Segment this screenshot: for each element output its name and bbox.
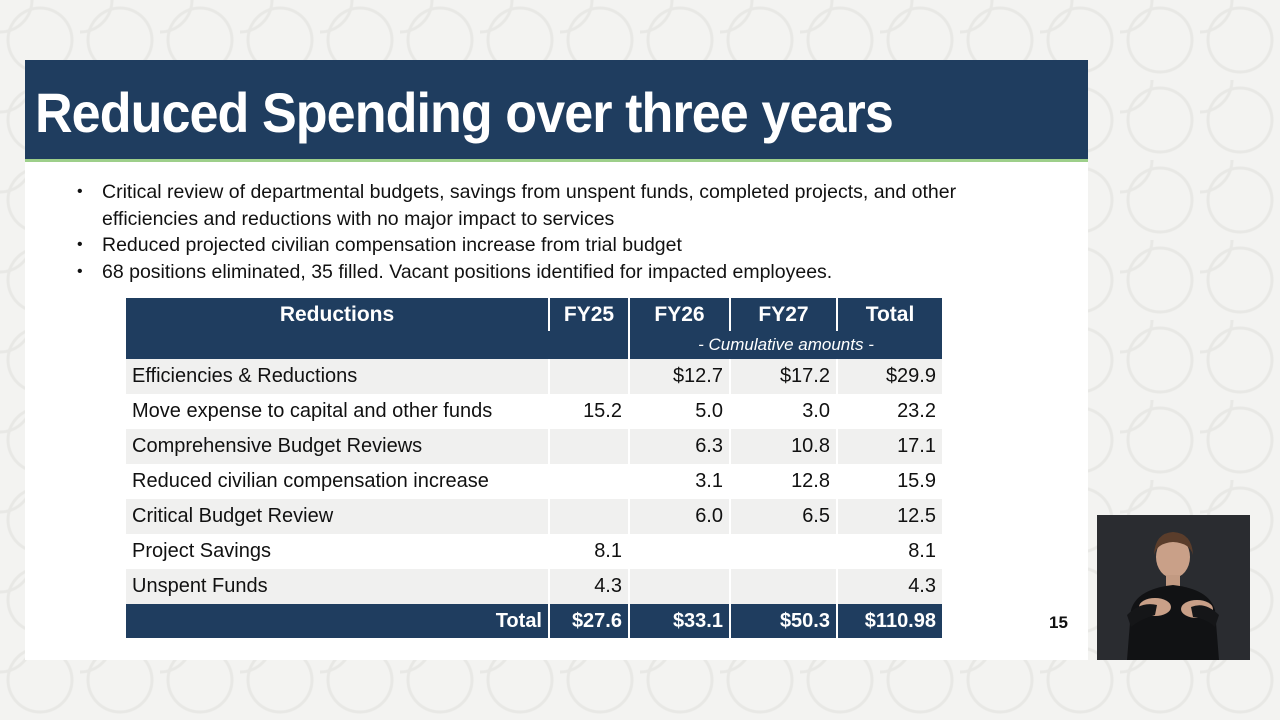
cell-fy25: 4.3 [550,569,628,604]
bullet-list: • Critical review of departmental budgets… [77,179,1037,285]
table-subheader-row: - Cumulative amounts - [126,331,942,359]
cell-fy26: 5.0 [630,394,729,429]
header-fy25: FY25 [550,298,628,331]
bullet-dot: • [77,236,83,253]
cell-total: $29.9 [838,359,942,394]
cell-fy26 [630,534,729,569]
cell-fy25 [550,499,628,534]
cumulative-note: - Cumulative amounts - [630,331,942,359]
cell-total: 23.2 [838,394,942,429]
bullet-text: Reduced projected civilian compensation … [102,234,682,256]
bullet-item: • 68 positions eliminated, 35 filled. Vac… [77,259,1037,286]
bullet-dot: • [77,262,83,280]
sign-language-interpreter-icon [1097,515,1250,660]
subheader-spacer [126,331,628,359]
cell-fy26 [630,569,729,604]
slide-title: Reduced Spending over three years [35,81,894,144]
cell-fy26: 6.0 [630,499,729,534]
bullet-item: • Critical review of departmental budgets… [77,179,1037,232]
table-row: Comprehensive Budget Reviews 6.3 10.8 17… [126,429,942,464]
cell-fy27: $17.2 [731,359,836,394]
cell-fy27: 3.0 [731,394,836,429]
cell-total: 4.3 [838,569,942,604]
bullet-text: 68 positions eliminated, 35 filled. Vaca… [102,260,833,283]
table-row: Move expense to capital and other funds … [126,394,942,429]
cell-fy26: 6.3 [630,429,729,464]
row-label: Move expense to capital and other funds [126,394,548,429]
total-fy27: $50.3 [731,604,836,638]
bullet-text: Critical review of departmental budgets,… [102,181,957,230]
bullet-item: • Reduced projected civilian compensation… [77,232,1037,259]
cell-fy27 [731,569,836,604]
row-label: Efficiencies & Reductions [126,359,548,394]
header-fy27: FY27 [731,298,836,331]
table-row: Reduced civilian compensation increase 3… [126,464,942,499]
cell-fy27: 10.8 [731,429,836,464]
table-row: Project Savings 8.1 8.1 [126,534,942,569]
cell-fy25 [550,429,628,464]
cell-fy27: 6.5 [731,499,836,534]
row-label: Critical Budget Review [126,499,548,534]
table-row: Efficiencies & Reductions $12.7 $17.2 $2… [126,359,942,394]
cell-fy25: 8.1 [550,534,628,569]
table-row: Critical Budget Review 6.0 6.5 12.5 [126,499,942,534]
cell-total: 8.1 [838,534,942,569]
header-fy26: FY26 [630,298,729,331]
total-fy26: $33.1 [630,604,729,638]
cell-total: 15.9 [838,464,942,499]
slide: Reduced Spending over three years • Criti… [25,60,1088,660]
total-label: Total [126,604,548,638]
table-total-row: Total $27.6 $33.1 $50.3 $110.98 [126,604,942,638]
cell-fy27: 12.8 [731,464,836,499]
table-header-row: Reductions FY25 FY26 FY27 Total [126,298,942,331]
reductions-table: Reductions FY25 FY26 FY27 Total - Cumula… [124,298,944,638]
row-label: Project Savings [126,534,548,569]
page-number: 15 [1049,613,1068,632]
row-label: Unspent Funds [126,569,548,604]
cell-total: 12.5 [838,499,942,534]
cell-fy25 [550,464,628,499]
header-reductions: Reductions [126,298,548,331]
cell-fy25 [550,359,628,394]
cell-fy27 [731,534,836,569]
total-grand: $110.98 [838,604,942,638]
total-fy25: $27.6 [550,604,628,638]
cell-total: 17.1 [838,429,942,464]
cell-fy26: $12.7 [630,359,729,394]
row-label: Reduced civilian compensation increase [126,464,548,499]
row-label: Comprehensive Budget Reviews [126,429,548,464]
title-bar: Reduced Spending over three years [25,60,1088,162]
cell-fy25: 15.2 [550,394,628,429]
header-total: Total [838,298,942,331]
cell-fy26: 3.1 [630,464,729,499]
table-row: Unspent Funds 4.3 4.3 [126,569,942,604]
bullet-dot: • [77,183,83,200]
